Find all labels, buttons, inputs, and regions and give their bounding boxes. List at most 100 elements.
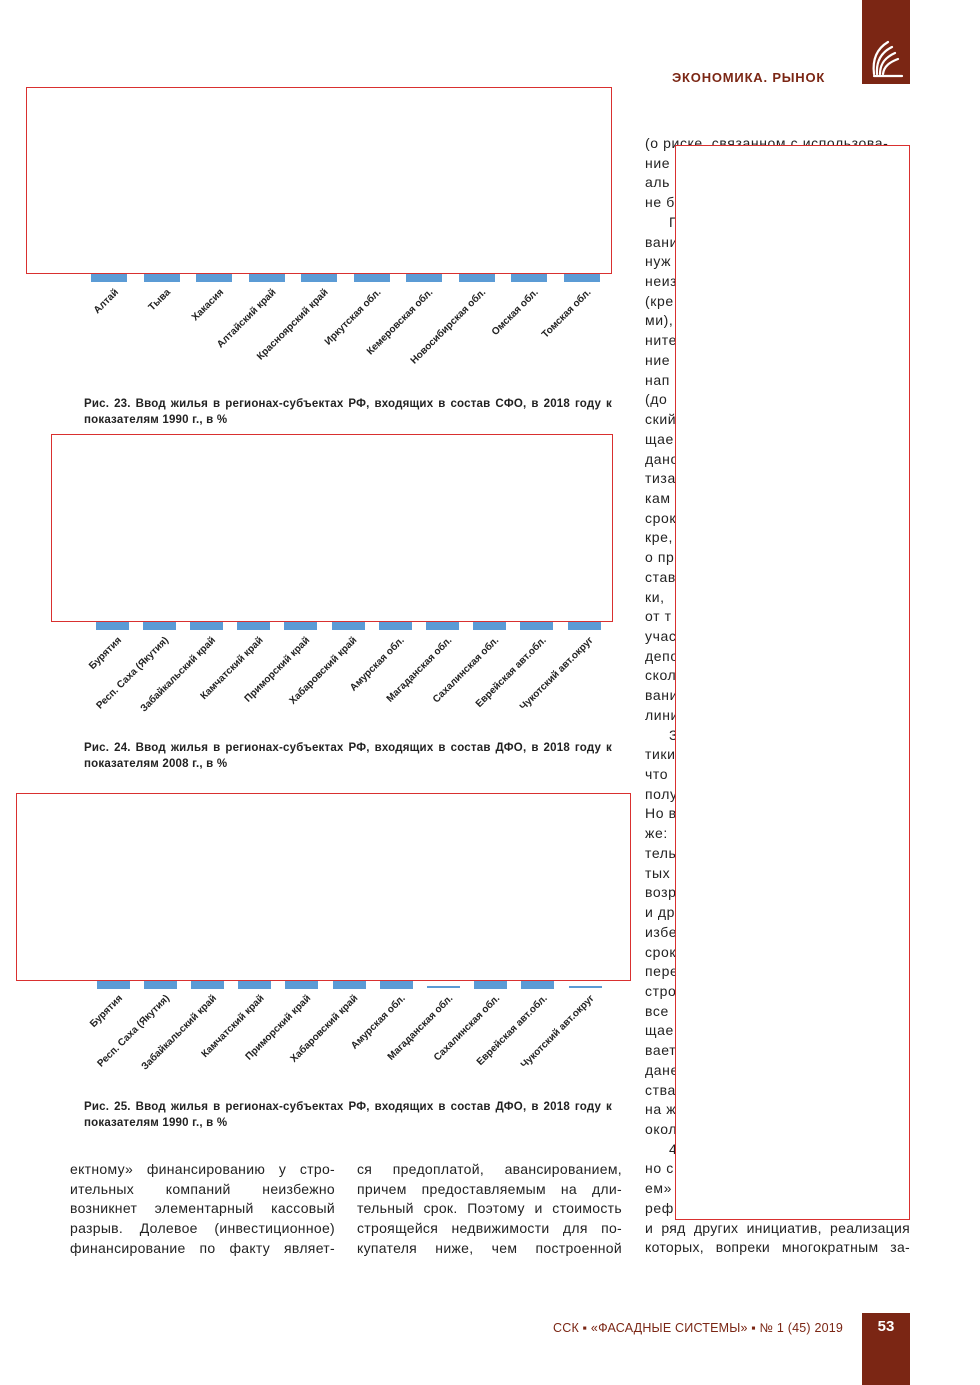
chart-bar	[378, 622, 412, 630]
text-line: П	[669, 213, 680, 233]
text-line: которых, вопреки многократным за-	[645, 1239, 910, 1256]
text-line: реф	[645, 1199, 674, 1216]
redacted-chart-25	[16, 793, 631, 981]
chart-bar	[521, 980, 555, 989]
redacted-chart-24	[51, 434, 613, 622]
text-line: от т	[645, 608, 672, 625]
chart-bar	[238, 980, 272, 989]
text-line: тиза	[645, 470, 676, 487]
chart-bar	[91, 274, 127, 282]
chart-bar	[143, 980, 177, 989]
chart-bar	[520, 622, 554, 630]
redacted-right-column	[675, 145, 910, 1220]
chart-bar	[143, 274, 180, 282]
chart-bar	[95, 622, 129, 630]
text-line: кре,	[645, 529, 673, 546]
chart-bar	[379, 980, 413, 989]
text-line: (до	[645, 391, 668, 408]
section-title: ЭКОНОМИКА. РЫНОК	[672, 70, 826, 85]
text-line: купателя ниже, чем построенной	[357, 1239, 622, 1256]
chart-bar	[285, 980, 319, 989]
chart-bar	[425, 622, 459, 630]
text-line: ние	[645, 154, 671, 171]
chart-bar	[511, 274, 547, 282]
text-line: щае	[645, 1022, 674, 1039]
figure-23-caption: Рис. 23. Ввод жилья в регионах-субъектах…	[84, 398, 612, 426]
figure-24-caption: Рис. 24. Ввод жилья в регионах-субъектах…	[84, 742, 612, 770]
chart-bar	[353, 274, 390, 282]
x-axis-label: Тыва	[147, 287, 174, 314]
chart-bar	[473, 622, 507, 630]
text-line: тель	[645, 844, 677, 861]
text-line: учас	[645, 628, 677, 644]
chart-bar	[301, 274, 337, 282]
text-line: дано	[645, 450, 679, 467]
text-line: скол	[645, 667, 677, 684]
chart-bar	[237, 622, 271, 630]
text-line: Но в	[645, 805, 677, 822]
chart-bar	[331, 622, 365, 630]
text-line: депо	[645, 647, 679, 664]
text-line: возникнет элементарный кассовый	[70, 1200, 335, 1217]
chart-bar	[142, 622, 176, 630]
figure-25-caption: Рис. 25. Ввод жилья в регионах-субъектах…	[84, 1101, 612, 1129]
text-line: но с	[645, 1160, 674, 1177]
text-line: ние	[645, 351, 671, 368]
text-line: неиз	[645, 273, 678, 290]
text-line: дане	[645, 1061, 679, 1078]
text-line: тельный срок. Поэтому и стоимость	[357, 1200, 622, 1217]
chart-bar	[458, 274, 495, 282]
text-line: вает	[645, 1042, 677, 1059]
text-line: ните	[645, 332, 677, 349]
text-line: избе	[645, 923, 678, 940]
text-line: срок	[645, 943, 677, 960]
header-tab	[862, 0, 910, 84]
text-line: о пр	[645, 549, 675, 566]
text-line: вани	[645, 233, 679, 250]
chart-bar	[190, 980, 224, 989]
chart-bar	[568, 986, 602, 988]
text-line: кам	[645, 489, 671, 506]
chart-bar	[474, 980, 508, 989]
journal-logo-icon	[872, 40, 904, 78]
chart-bar	[563, 274, 600, 282]
chart-bar	[332, 980, 366, 989]
text-line: ки,	[645, 588, 665, 605]
x-axis-label: Бурятия	[87, 993, 125, 1030]
text-line: ства	[645, 1081, 676, 1098]
text-line: З	[669, 726, 679, 743]
text-line: 4	[669, 1140, 678, 1157]
chart-bar	[426, 986, 460, 988]
chart-bar	[248, 274, 285, 282]
text-line: срок	[645, 509, 677, 526]
text-line: нап	[645, 371, 670, 388]
chart-bar	[189, 622, 223, 630]
text-line: (кре	[645, 292, 674, 309]
text-line: окол	[645, 1121, 678, 1137]
text-line: ектному» финансированию у стро-	[70, 1161, 335, 1177]
text-line: пере	[645, 963, 679, 980]
chart-bar	[567, 622, 601, 630]
chart-bar	[196, 274, 232, 282]
text-line: тики	[645, 746, 676, 763]
x-axis-label: Алтай	[91, 287, 121, 317]
text-line: вани	[645, 687, 679, 704]
text-line: и др	[645, 904, 676, 921]
text-line: на ж	[645, 1101, 677, 1118]
chart-bar	[96, 980, 130, 989]
text-line: ский	[645, 411, 677, 428]
x-axis-label: Хакасия	[189, 287, 226, 324]
chart-bar	[284, 622, 318, 630]
text-line: не б	[645, 194, 675, 211]
page-number: 53	[877, 1318, 895, 1335]
text-line: финансирование по факту являет-	[70, 1239, 335, 1256]
text-line: тых	[645, 864, 671, 881]
text-line: что	[645, 766, 669, 783]
chart-bar	[406, 274, 442, 282]
text-line: строящейся недвижимости для по-	[357, 1220, 622, 1237]
text-line: и ряд других инициатив, реализация	[645, 1219, 910, 1236]
x-axis-label: Бурятия	[86, 635, 124, 672]
text-line: аль	[645, 174, 671, 191]
text-line: возр	[645, 884, 677, 901]
